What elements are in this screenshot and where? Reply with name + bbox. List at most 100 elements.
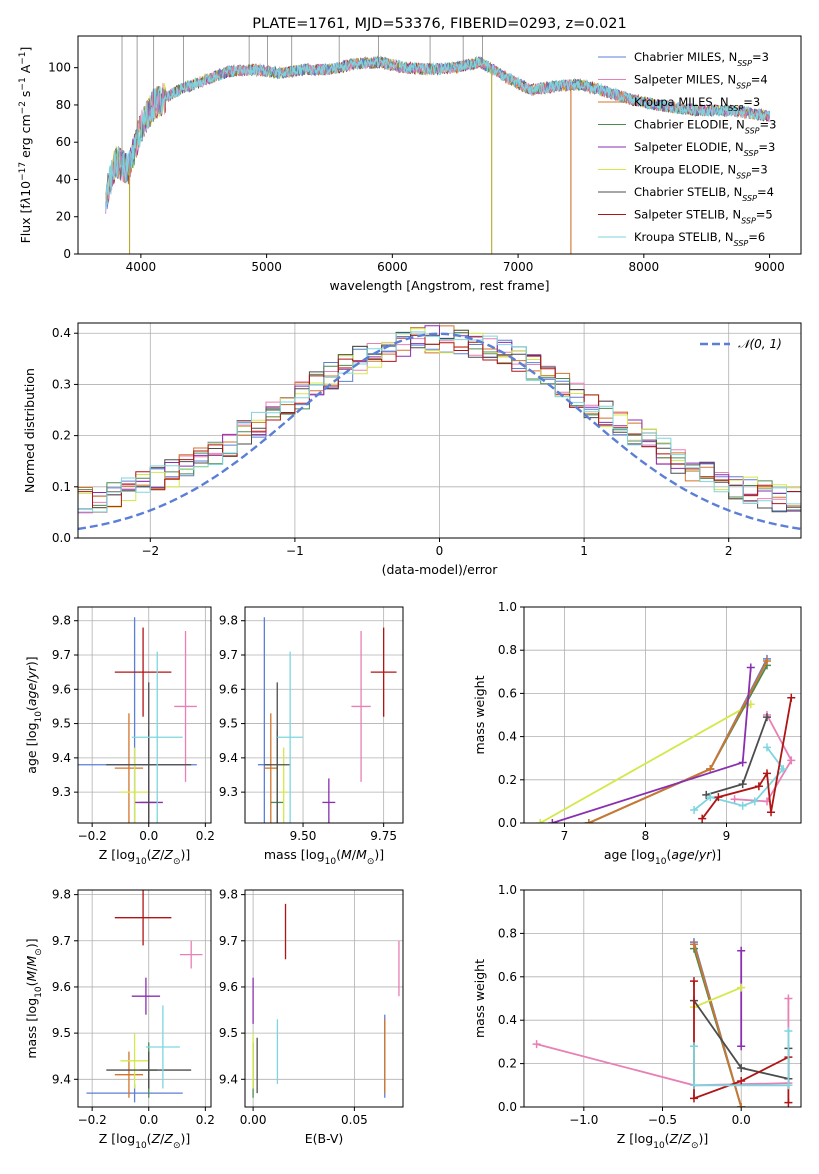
chart-title: PLATE=1761, MJD=53376, FIBERID=0293, z=0… <box>252 16 626 32</box>
plot-area <box>257 617 397 823</box>
legend-label: Kroupa STELIB, NSSP=6 <box>634 230 765 248</box>
legend-label: Chabrier ELODIE, NSSP=3 <box>634 118 776 136</box>
y-tick-label: 0.4 <box>498 730 517 744</box>
weight-marker <box>762 743 771 752</box>
y-tick-label: 9.7 <box>219 648 238 662</box>
x-tick-label: 5000 <box>251 260 282 274</box>
y-tick-label: 0.8 <box>498 926 517 940</box>
y-tick-label: 0.2 <box>498 1057 517 1071</box>
axes-frame <box>523 606 802 824</box>
weight-marker <box>737 946 746 955</box>
weight-marker <box>714 793 723 802</box>
axes-frame <box>77 35 802 255</box>
x-tick-label: 0.0 <box>732 1113 751 1127</box>
y-axis-label: Normed distribution <box>22 368 37 493</box>
y-tick-label: 0.0 <box>498 1100 517 1114</box>
y-tick-label: 9.5 <box>52 717 71 731</box>
x-tick-label: 0.0 <box>139 829 158 843</box>
weight-marker <box>787 756 796 765</box>
axes-frame <box>77 889 212 1108</box>
y-tick-label: 9.6 <box>219 980 238 994</box>
weight-marker <box>584 819 593 823</box>
y-tick-label: 9.5 <box>219 1026 238 1040</box>
y-tick-label: 9.8 <box>52 888 71 902</box>
x-tick-label: 9.75 <box>370 829 397 843</box>
weight-marker <box>762 769 771 778</box>
y-tick-label: 9.4 <box>219 751 238 765</box>
weight-marker <box>784 994 793 1003</box>
x-tick-label: 7000 <box>503 260 534 274</box>
x-tick-label: 0.0 <box>139 1113 158 1127</box>
y-tick-label: 9.7 <box>52 934 71 948</box>
x-tick-label: 1 <box>580 544 588 558</box>
y-tick-label: 9.6 <box>219 682 238 696</box>
y-tick-label: 0.2 <box>498 773 517 787</box>
y-tick-label: 0.8 <box>498 643 517 657</box>
x-tick-label: −0.2 <box>78 829 107 843</box>
x-tick-label: 7 <box>561 829 569 843</box>
weight-marker <box>787 693 796 702</box>
y-tick-label: 1.0 <box>498 883 517 897</box>
y-tick-label: 60 <box>56 135 71 149</box>
y-tick-label: 0.0 <box>498 816 517 830</box>
weight-marker <box>737 983 746 992</box>
weight-marker <box>767 808 776 817</box>
panel-2: −2 −1 0 1 2 0.0 0.1 0.2 0.3 0.4 (data-model)/error… <box>22 322 802 577</box>
x-tick-label: −1 <box>286 544 304 558</box>
weight-marker <box>784 1081 793 1090</box>
legend-label: Chabrier STELIB, NSSP=4 <box>634 185 774 203</box>
weight-marker <box>737 1076 746 1085</box>
y-tick-label: 0.1 <box>52 480 71 494</box>
y-tick-label: 9.5 <box>52 1026 71 1040</box>
y-tick-label: 0.0 <box>52 531 71 545</box>
weight-series-line <box>693 944 743 1107</box>
axes-frame <box>77 606 212 824</box>
weight-marker <box>754 782 763 791</box>
weight-marker <box>738 758 747 767</box>
x-tick-label: 0.00 <box>240 1113 267 1127</box>
weight-marker <box>779 765 788 773</box>
x-tick-label: 4000 <box>126 260 157 274</box>
histogram-series <box>78 331 801 516</box>
y-tick-label: 20 <box>56 210 71 224</box>
weight-marker <box>548 819 557 823</box>
x-tick-label: 2 <box>725 544 733 558</box>
y-tick-label: 9.3 <box>219 785 238 799</box>
y-tick-label: 9.8 <box>219 888 238 902</box>
y-tick-label: 9.6 <box>52 682 71 696</box>
weight-marker <box>689 1042 698 1051</box>
x-tick-label: 8000 <box>629 260 660 274</box>
x-tick-label: 0.2 <box>196 1113 215 1127</box>
weight-marker <box>689 1081 698 1090</box>
x-tick-label: −0.5 <box>648 1113 677 1127</box>
legend-label: Chabrier MILES, NSSP=3 <box>634 50 769 68</box>
x-tick-label: −1.0 <box>569 1113 598 1127</box>
y-tick-label: 0.6 <box>498 970 517 984</box>
x-tick-label: 0 <box>436 544 444 558</box>
x-axis-label: (data-model)/error <box>382 562 499 577</box>
weight-marker <box>746 663 755 672</box>
weight-marker <box>738 801 747 810</box>
y-tick-label: 9.5 <box>219 717 238 731</box>
legend-label: Salpeter STELIB, NSSP=5 <box>634 208 773 226</box>
weight-marker <box>750 797 759 806</box>
x-tick-label: 8 <box>642 829 650 843</box>
panel-8: −1.0 −0.5 0.00.00.20.40.60.81.0Z [log10(Z/… <box>472 883 802 1151</box>
y-tick-label: 0.2 <box>52 429 71 443</box>
plot-area <box>78 325 801 531</box>
x-tick-label: 9000 <box>754 260 785 274</box>
weight-marker <box>737 1042 746 1051</box>
weight-marker <box>762 713 771 722</box>
y-tick-label: 1.0 <box>498 600 517 614</box>
y-tick-label: 9.8 <box>219 614 238 628</box>
weight-marker <box>689 1094 698 1103</box>
y-axis-label: mass weight <box>472 959 487 1038</box>
weight-series-line <box>701 697 793 820</box>
plot-area <box>78 617 197 823</box>
panel-7: 0.00 0.05 9.4 9.5 9.6 9.7 9.8 E(B-V) <box>219 888 404 1146</box>
y-axis-label: mass weight <box>472 675 487 754</box>
x-tick-label: 9 <box>723 829 731 843</box>
weight-series-line <box>539 703 752 823</box>
y-tick-label: 0.4 <box>498 1013 517 1027</box>
